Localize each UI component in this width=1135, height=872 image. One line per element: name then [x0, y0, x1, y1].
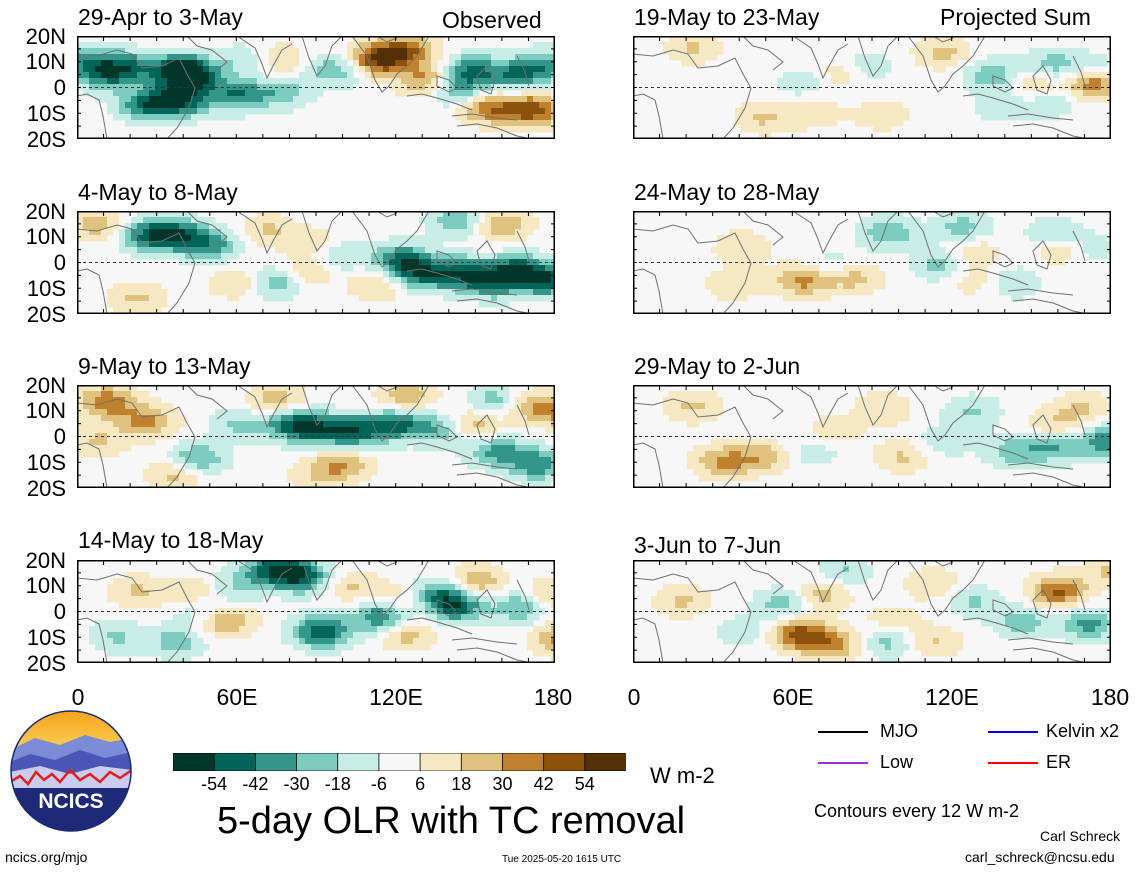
footer-url[interactable]: ncics.org/mjo	[5, 849, 88, 865]
lat-label-eq-row4: 0	[53, 599, 66, 624]
lat-label-10s-row2: 10S	[26, 276, 66, 301]
lat-label-20n-row2: 20N	[25, 199, 66, 224]
coastlines	[633, 211, 1089, 314]
coastlines	[633, 560, 1089, 663]
lon-label-60e-right: 60E	[772, 684, 814, 710]
coastlines	[633, 36, 1089, 139]
panel-title-3: 9-May to 13-May	[78, 353, 251, 379]
colorbar-swatch-5	[378, 752, 421, 772]
contours-note: Contours every 12 W m-2	[814, 801, 1020, 821]
panel-title-8: 3-Jun to 7-Jun	[634, 532, 782, 558]
olr-anomaly-field	[663, 36, 1111, 139]
lat-label-eq-row2: 0	[53, 250, 66, 275]
olr-anomaly-field	[651, 560, 1111, 663]
lat-label-20n-row1: 20N	[25, 24, 66, 49]
lat-label-10n-row3: 10N	[25, 398, 66, 423]
lon-label-60e-left: 60E	[216, 684, 258, 710]
lat-label-20s-row4: 20S	[26, 651, 66, 676]
map-panel-6	[633, 211, 1111, 314]
colorbar	[172, 752, 627, 772]
lat-label-10s-row3: 10S	[26, 450, 66, 475]
map-panel-5	[633, 36, 1111, 139]
colorbar-tick-5: 6	[415, 774, 426, 794]
coastlines	[77, 560, 533, 663]
legend-line-low	[818, 762, 868, 764]
legend-label-low: Low	[880, 752, 914, 772]
colorbar-swatch-7	[460, 752, 504, 772]
lat-label-20s-row2: 20S	[26, 302, 66, 327]
projected-header: Projected Sum	[940, 4, 1091, 30]
lat-label-10s-row4: 10S	[26, 625, 66, 650]
map-panel-4	[77, 560, 555, 663]
colorbar-tick-1: -42	[242, 774, 269, 794]
map-panel-7	[633, 385, 1111, 488]
colorbar-swatch-10	[584, 752, 627, 772]
map-panel-2	[77, 211, 555, 314]
lat-label-20n-row4: 20N	[25, 548, 66, 573]
lat-label-20n-row3: 20N	[25, 373, 66, 398]
colorbar-tick-9: 54	[574, 774, 595, 794]
colorbar-tick-4: -6	[370, 774, 387, 794]
lon-label-0-right: 0	[627, 684, 641, 710]
colorbar-swatch-1	[213, 752, 257, 772]
lat-label-10s-row1: 10S	[26, 101, 66, 126]
olr-anomaly-field	[77, 36, 555, 133]
colorbar-tick-0: -54	[201, 774, 228, 794]
lon-label-0-left: 0	[71, 684, 85, 710]
olr-anomaly-field	[77, 385, 555, 488]
colorbar-swatch-2	[254, 752, 298, 772]
lon-label-180-right: 180	[1090, 684, 1130, 710]
footer-author: Carl Schreck	[1040, 828, 1121, 844]
logo-text: NCICS	[38, 790, 104, 813]
line-legend: MJO Kelvin x2 Low ER	[818, 721, 1120, 781]
main-title: 5-day OLR with TC removal	[217, 800, 686, 842]
colorbar-swatch-6	[419, 752, 463, 772]
legend-label-mjo: MJO	[880, 721, 918, 741]
map-panel-3	[77, 385, 555, 488]
colorbar-swatch-9	[543, 752, 586, 772]
lat-label-20s-row1: 20S	[26, 127, 66, 152]
colorbar-units: W m-2	[650, 763, 715, 788]
map-panel-1	[77, 36, 555, 139]
panel-title-7: 29-May to 2-Jun	[634, 353, 801, 379]
panel-title-2: 4-May to 8-May	[78, 179, 238, 205]
panel-title-1: 29-Apr to 3-May	[78, 4, 243, 30]
panel-title-6: 24-May to 28-May	[634, 179, 820, 205]
lon-label-120e-left: 120E	[369, 684, 423, 710]
legend-label-er: ER	[1046, 752, 1072, 772]
map-panel-8	[633, 560, 1111, 663]
legend-line-mjo	[818, 731, 868, 733]
legend-line-kelvin	[988, 731, 1038, 733]
coastlines	[77, 36, 533, 139]
colorbar-tick-7: 30	[492, 774, 513, 794]
colorbar-tick-8: 42	[533, 774, 554, 794]
lat-label-eq-row1: 0	[53, 75, 66, 100]
lat-label-10n-row1: 10N	[25, 49, 66, 74]
colorbar-swatch-8	[502, 752, 545, 772]
coastlines	[633, 385, 1089, 488]
colorbar-tick-6: 18	[451, 774, 472, 794]
colorbar-tick-3: -18	[324, 774, 351, 794]
colorbar-swatch-4	[337, 752, 380, 772]
lat-label-20s-row3: 20S	[26, 476, 66, 501]
panel-title-5: 19-May to 23-May	[634, 4, 820, 30]
lat-label-10n-row2: 10N	[25, 224, 66, 249]
colorbar-tick-2: -30	[283, 774, 310, 794]
footer-timestamp: Tue 2025-05-20 1615 UTC	[502, 854, 622, 865]
panel-title-4: 14-May to 18-May	[78, 527, 264, 553]
legend-label-kelvin: Kelvin x2	[1046, 721, 1120, 741]
observed-header: Observed	[442, 7, 542, 33]
lon-label-180-left: 180	[533, 684, 573, 710]
lat-label-eq-row3: 0	[53, 424, 66, 449]
colorbar-swatch-0	[172, 752, 216, 772]
colorbar-swatch-3	[296, 752, 339, 772]
footer-email[interactable]: carl_schreck@ncsu.edu	[965, 849, 1115, 865]
lat-label-10n-row4: 10N	[25, 573, 66, 598]
ncics-logo: NCICS	[10, 710, 132, 832]
lon-label-120e-right: 120E	[925, 684, 979, 710]
legend-line-er	[988, 762, 1038, 764]
